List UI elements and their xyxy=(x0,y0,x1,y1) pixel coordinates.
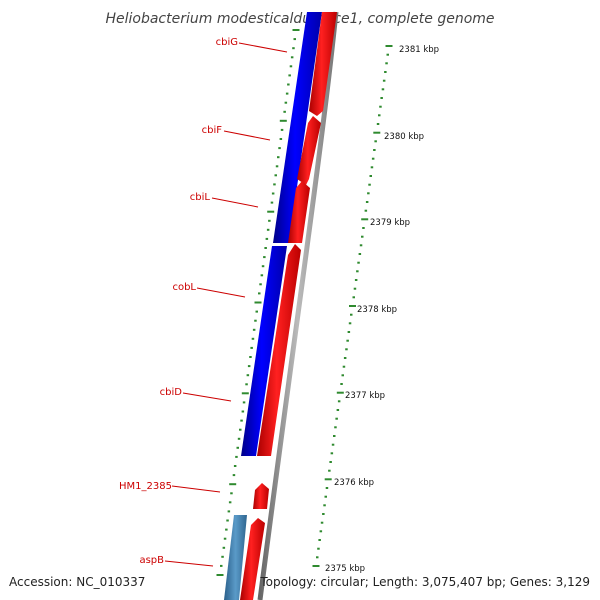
gene-label-cbiL[interactable]: cbiL xyxy=(190,192,211,203)
gene-label-leader xyxy=(211,197,259,208)
scale-label: 2378 kbp xyxy=(357,305,397,315)
scale-label: 2377 kbp xyxy=(345,391,385,401)
gene-label-group: cbiG cbiF cbiL cobL cbiD HM1_2385 aspB xyxy=(119,37,288,567)
gene-feature-reverse-2 xyxy=(297,116,321,185)
gene-feature-reverse-6 xyxy=(240,518,265,600)
scale-label: 2381 kbp xyxy=(399,45,439,55)
gene-label-leader xyxy=(223,130,271,141)
gene-label-aspB[interactable]: aspB xyxy=(139,555,164,566)
scale-label-group: 2381 kbp 2380 kbp 2379 kbp 2378 kbp 2377… xyxy=(325,45,439,574)
gene-label-HM1_2385[interactable]: HM1_2385 xyxy=(119,481,172,492)
gene-feature-reverse-5 xyxy=(253,483,269,509)
gene-feature-aspB xyxy=(224,515,247,600)
gene-label-leader xyxy=(238,42,288,53)
genome-stats-text: Topology: circular; Length: 3,075,407 bp… xyxy=(260,575,590,589)
inner-tick-marks xyxy=(216,29,300,576)
gene-feature-forward-cbiG-cbiF-cbiL xyxy=(273,12,322,243)
scale-label: 2379 kbp xyxy=(370,218,410,228)
map-title: Heliobacterium modesticaldum Ice1, compl… xyxy=(105,11,494,27)
gene-label-leader xyxy=(182,392,232,402)
gene-label-cbiG[interactable]: cbiG xyxy=(216,37,238,48)
gene-label-cbiF[interactable]: cbiF xyxy=(202,125,223,136)
gene-feature-reverse-1 xyxy=(309,12,337,116)
gene-label-cobL[interactable]: cobL xyxy=(172,282,196,293)
gene-feature-reverse-4 xyxy=(257,244,301,456)
genome-backbone xyxy=(257,11,339,600)
gene-label-leader xyxy=(196,287,246,298)
scale-label: 2375 kbp xyxy=(325,564,365,574)
gene-label-leader xyxy=(164,560,214,567)
gene-feature-reverse-3 xyxy=(288,181,310,243)
outer-tick-marks xyxy=(312,45,393,567)
gene-feature-forward-cobL-cbiD xyxy=(241,246,287,456)
scale-label: 2376 kbp xyxy=(334,478,374,488)
scale-label: 2380 kbp xyxy=(384,132,424,142)
gene-label-leader xyxy=(171,485,221,493)
accession-text: Accession: NC_010337 xyxy=(9,575,146,589)
gene-label-cbiD[interactable]: cbiD xyxy=(160,387,183,398)
